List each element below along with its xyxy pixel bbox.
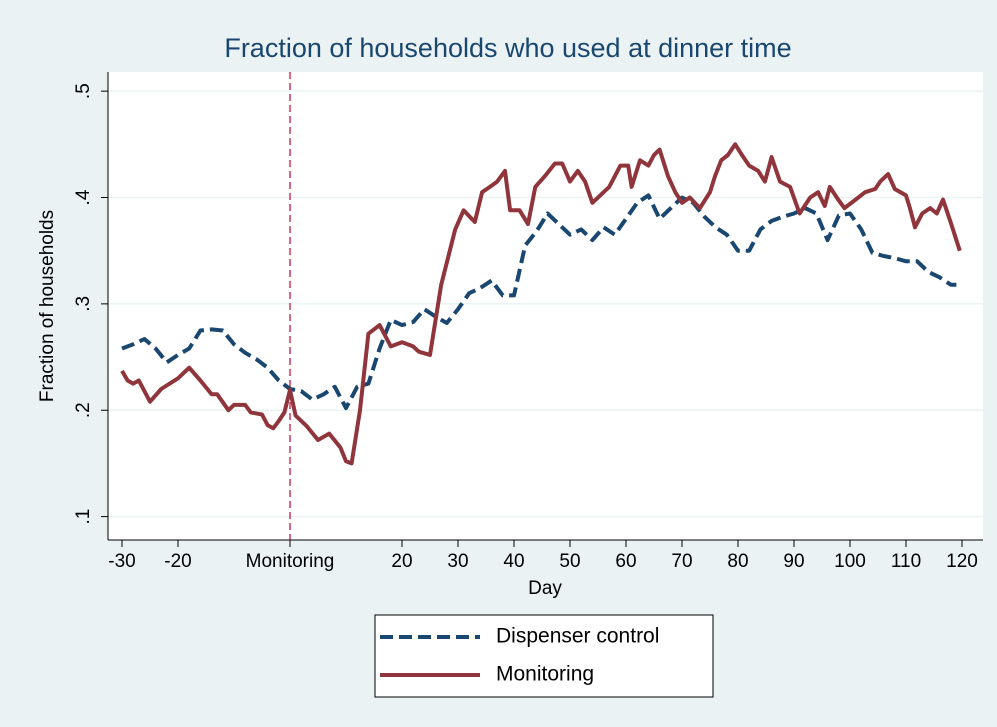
x-tick-label: -20 <box>164 551 191 572</box>
x-tick-label: 110 <box>891 551 921 572</box>
legend-label: Dispenser control <box>496 625 659 648</box>
y-tick-label: .4 <box>73 189 94 205</box>
x-axis-label: Day <box>528 578 562 599</box>
y-tick-label: .2 <box>73 402 94 418</box>
x-tick-label: 50 <box>559 551 580 572</box>
series-line <box>121 193 957 411</box>
x-tick-label: 90 <box>783 551 804 572</box>
plot-area <box>108 72 983 540</box>
x-tick-label: Monitoring <box>246 551 335 572</box>
x-tick-label: 80 <box>727 551 748 572</box>
x-tick-label: -30 <box>108 551 135 572</box>
x-tick-label: 120 <box>946 551 978 572</box>
x-tick-label: 70 <box>671 551 692 572</box>
x-tick-label: 60 <box>615 551 636 572</box>
legend <box>374 614 714 698</box>
series-line <box>120 142 962 466</box>
legend-label: Monitoring <box>496 663 594 686</box>
y-tick-label: .5 <box>73 83 94 99</box>
x-tick-label: 100 <box>834 551 866 572</box>
y-tick-label: .1 <box>73 509 94 525</box>
y-axis-label: Fraction of households <box>37 210 58 402</box>
x-tick-label: 30 <box>447 551 468 572</box>
y-tick-label: .3 <box>73 296 94 312</box>
chart-title: Fraction of households who used at dinne… <box>224 33 791 63</box>
x-tick-label: 20 <box>391 551 412 572</box>
x-tick-label: 40 <box>503 551 524 572</box>
